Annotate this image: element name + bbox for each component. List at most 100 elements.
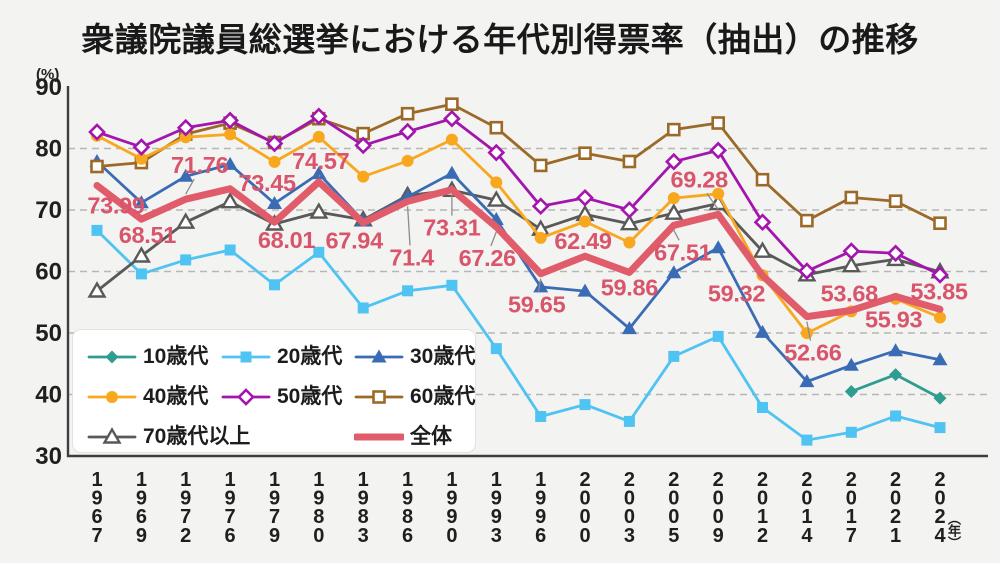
tspan-element: 2 [934, 506, 945, 528]
label-leader-69.28 [706, 193, 719, 210]
marker-20s-2014 [801, 434, 813, 446]
value-label-67.94: 67.94 [326, 228, 384, 254]
legend-glyph-30s [371, 349, 387, 363]
marker-20s-1980 [313, 246, 325, 258]
marker-50s-2014 [798, 262, 816, 280]
legend-marker-60s [354, 390, 404, 404]
tspan-element: 1 [225, 469, 236, 491]
label-leader-71.76 [185, 178, 195, 195]
label-leader-59.65 [537, 278, 542, 293]
marker-50s-1969 [132, 138, 151, 156]
value-label-73.99: 73.99 [87, 193, 145, 219]
marker-40s-1980 [312, 130, 325, 143]
tspan-element: 9 [358, 488, 369, 510]
marker-50s-1993 [487, 143, 506, 162]
marker-40s-1993 [490, 176, 503, 189]
tspan-element: 1 [180, 469, 191, 491]
marker-30s-1980 [311, 166, 327, 180]
legend-label-overall: 全体 [410, 425, 452, 448]
legend-marker-overall [354, 433, 404, 441]
tspan-element: 8 [313, 506, 324, 528]
marker-20s-2017 [845, 426, 857, 438]
value-label-73.45: 73.45 [238, 170, 296, 196]
legend-item-10s: 10歳代 [87, 346, 208, 368]
marker-50s-2012 [753, 213, 772, 232]
value-label-67.51: 67.51 [654, 239, 712, 265]
y-tick-label-30: 30 [35, 443, 62, 470]
tspan-element: 0 [713, 506, 724, 528]
series-20s [91, 224, 946, 446]
tspan-element: 1 [846, 506, 857, 528]
marker-60s-2000 [578, 146, 592, 160]
tspan-element: 3 [624, 525, 635, 547]
marker-30s-1979 [267, 196, 282, 209]
tspan-element: 0 [624, 488, 635, 510]
legend-item-overall: 全体 [354, 426, 452, 448]
value-label-59.32: 59.32 [708, 281, 766, 307]
series-overall [93, 178, 944, 321]
label-leader-71.4 [406, 206, 411, 246]
y-tick-label-90: 90 [35, 74, 62, 101]
tspan-element: 8 [402, 506, 413, 528]
tspan-element: 0 [846, 488, 857, 510]
tspan-element: 9 [180, 488, 191, 510]
marker-20s-1976 [224, 244, 236, 256]
tspan-element: 0 [446, 525, 457, 547]
tspan-element: 1 [535, 469, 546, 491]
marker-50s-1976 [221, 111, 239, 130]
tspan-element: 9 [225, 488, 236, 510]
marker-20s-2012 [757, 402, 768, 413]
marker-20s-1969 [135, 268, 147, 280]
series-50s [88, 107, 949, 284]
tspan-element: 8 [358, 506, 369, 528]
marker-40s-1996 [534, 231, 547, 244]
marker-50s-1986 [398, 122, 417, 141]
marker-60s-1986 [400, 106, 415, 121]
marker-50s-2003 [620, 201, 639, 219]
tspan-element: 6 [91, 506, 102, 528]
page-title: 衆議院議員総選挙における年代別得票率（抽出）の推移 [81, 21, 919, 58]
tspan-element: 4 [934, 525, 946, 547]
legend-item-60s: 60歳代 [354, 386, 475, 408]
tspan-element: 1 [91, 469, 102, 491]
legend-item-70s-plus: 70歳代以上 [87, 426, 250, 448]
marker-70s-plus-2005 [664, 203, 684, 220]
marker-30s-1976 [222, 156, 238, 170]
marker-30s-2024 [932, 352, 948, 366]
marker-60s-1993 [489, 120, 504, 135]
marker-20s-1990 [446, 279, 458, 291]
marker-60s-1996 [533, 158, 548, 173]
legend-glyph-50s [237, 388, 255, 406]
tspan-element: 3 [358, 525, 369, 547]
marker-40s-2009 [712, 187, 725, 200]
legend-item-30s: 30歳代 [354, 346, 475, 368]
tspan-element: 0 [579, 506, 590, 528]
marker-70s-plus-1993 [486, 190, 506, 207]
tspan-element: 1 [269, 469, 280, 491]
marker-60s-2003 [622, 154, 637, 169]
marker-60s-2017 [844, 190, 859, 205]
legend-item-20s: 20歳代 [221, 346, 342, 368]
tspan-element: 2 [624, 469, 635, 491]
marker-30s-1990 [444, 165, 460, 179]
legend-label-40s: 40歳代 [143, 385, 209, 408]
tspan-element: 9 [313, 488, 324, 510]
value-label-59.65: 59.65 [508, 292, 566, 318]
marker-70s-plus-1967 [87, 281, 107, 298]
y-tick-label-60: 60 [35, 259, 62, 286]
marker-20s-1986 [402, 285, 414, 297]
marker-70s-plus-1969 [131, 246, 151, 263]
tspan-element: 0 [313, 525, 324, 547]
tspan-element: 1 [136, 469, 147, 491]
tspan-element: 1 [757, 506, 768, 528]
y-axis-unit-label: (%) [36, 66, 60, 83]
marker-20s-2024 [934, 422, 946, 434]
legend-label-20s: 20歳代 [277, 345, 343, 368]
marker-50s-2000 [576, 188, 594, 207]
marker-50s-1972 [176, 118, 195, 137]
